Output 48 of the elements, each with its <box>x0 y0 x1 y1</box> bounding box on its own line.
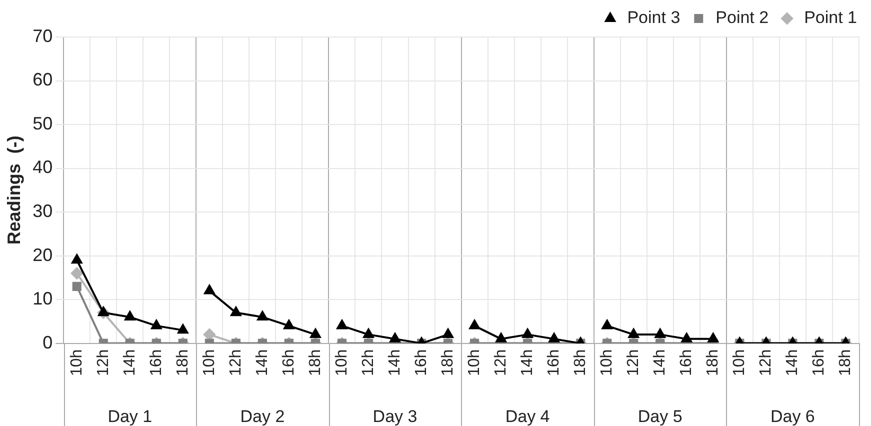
text: Day 4 <box>505 406 550 426</box>
text: Day 6 <box>770 406 815 426</box>
legend-label: Point 3 <box>627 8 680 28</box>
x-tick-label: 16h <box>810 349 828 376</box>
x-tick-label: 12h <box>227 349 244 376</box>
x-tick-label: 10h <box>333 349 350 376</box>
x-tick-label: 18h <box>439 349 456 376</box>
x-tick-label: 16h <box>280 349 298 376</box>
x-tick-label: 10h <box>200 349 218 376</box>
x-tick-label: 18h <box>572 349 589 376</box>
x-tick-label: 12h <box>94 349 112 376</box>
x-tick-label: 12h <box>758 349 775 376</box>
y-tick-label: 60 <box>32 70 53 90</box>
x-tick-label: 18h <box>704 349 722 376</box>
x-tick-label: 10h <box>68 349 86 376</box>
y-tick-label: 50 <box>32 113 53 134</box>
x-tick-label: 10h <box>598 349 616 376</box>
x-tick-label: 18h <box>174 349 192 376</box>
x-tick-label: 16h <box>678 349 696 376</box>
x-tick-label: 14h <box>254 349 271 376</box>
x-tick-label: 16h <box>412 349 430 376</box>
x-tick-label: 10h <box>731 349 748 376</box>
text: Day 5 <box>638 406 682 426</box>
x-tick-label: 12h <box>492 349 510 376</box>
x-tick-label: 14h <box>652 349 669 376</box>
y-tick-label: 70 <box>32 26 53 46</box>
x-tick-label: 14h <box>518 349 536 376</box>
x-tick-label: 16h <box>148 349 165 376</box>
x-tick-label: 12h <box>625 349 642 376</box>
x-tick-label: 18h <box>837 349 854 376</box>
text: Day 1 <box>108 406 152 426</box>
x-tick-label: 18h <box>306 349 324 376</box>
y-tick-label: 10 <box>32 288 53 309</box>
text: Day 3 <box>372 406 418 426</box>
legend-label: Point 1 <box>804 8 858 28</box>
y-tick-label: 0 <box>42 332 53 352</box>
y-tick-label: 30 <box>32 201 53 221</box>
text: Day 2 <box>240 406 285 426</box>
x-tick-label: 14h <box>784 349 802 376</box>
x-tick-label: 14h <box>386 349 404 376</box>
x-tick-label: 16h <box>545 349 562 376</box>
x-tick-label: 12h <box>360 349 377 376</box>
y-tick-label: 20 <box>32 244 53 265</box>
x-tick-label: 10h <box>466 349 483 376</box>
y-axis-title: Readings (-) <box>4 136 24 245</box>
legend-label: Point 2 <box>716 8 769 28</box>
x-tick-label: 14h <box>121 349 138 376</box>
y-tick-label: 40 <box>32 157 53 178</box>
